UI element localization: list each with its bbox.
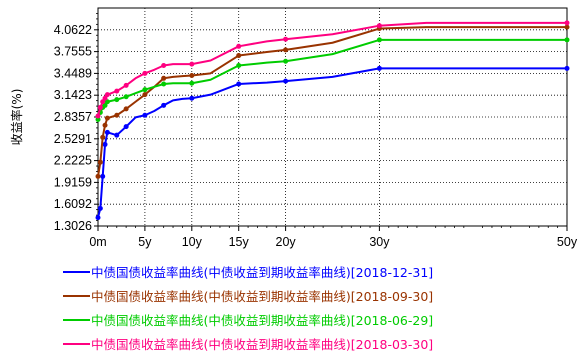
data-point bbox=[97, 205, 103, 211]
data-point bbox=[114, 97, 120, 103]
data-point bbox=[102, 122, 108, 128]
x-tick-label: 15y bbox=[229, 235, 250, 249]
data-point bbox=[161, 81, 167, 87]
data-point bbox=[123, 124, 129, 130]
y-axis-title: 收益率(%) bbox=[9, 89, 24, 146]
data-point bbox=[236, 53, 242, 59]
data-point bbox=[114, 132, 120, 138]
data-point bbox=[142, 87, 148, 93]
legend-label: 中债国债收益率曲线(中债收益到期收益率曲线)[2018-12-31] bbox=[91, 265, 433, 280]
data-point bbox=[123, 94, 129, 100]
series-lines bbox=[95, 20, 570, 221]
data-point bbox=[104, 92, 110, 98]
x-tick-label: 0m bbox=[89, 235, 106, 249]
x-tick-label: 10y bbox=[182, 235, 203, 249]
legend-entry: 中债国债收益率曲线(中债收益到期收益率曲线)[2018-12-31] bbox=[63, 265, 433, 280]
y-tick-label: 4.0622 bbox=[54, 23, 92, 37]
y-tick-label: 1.6092 bbox=[54, 197, 92, 211]
data-point bbox=[376, 23, 382, 29]
data-point bbox=[564, 20, 570, 26]
data-point bbox=[564, 24, 570, 30]
data-point bbox=[102, 141, 108, 147]
y-tick-label: 3.4489 bbox=[54, 66, 92, 80]
data-point bbox=[102, 102, 108, 108]
data-point bbox=[100, 134, 106, 140]
data-point bbox=[123, 106, 129, 112]
x-tick-label: 20y bbox=[276, 235, 297, 249]
data-point bbox=[283, 58, 289, 64]
data-point bbox=[376, 65, 382, 71]
data-point bbox=[104, 115, 110, 121]
y-tick-label: 2.8357 bbox=[54, 110, 92, 124]
data-point bbox=[142, 112, 148, 118]
y-tick-label: 3.7555 bbox=[54, 45, 92, 59]
data-point bbox=[189, 95, 195, 101]
data-point bbox=[236, 63, 242, 69]
data-point bbox=[95, 117, 101, 123]
legend-entry: 中债国债收益率曲线(中债收益到期收益率曲线)[2018-06-29] bbox=[63, 313, 433, 328]
legend-label: 中债国债收益率曲线(中债收益到期收益率曲线)[2018-03-30] bbox=[91, 337, 433, 352]
series-3 bbox=[95, 20, 570, 119]
data-point bbox=[114, 88, 120, 94]
data-point bbox=[142, 92, 148, 98]
data-point bbox=[102, 95, 108, 101]
data-point bbox=[104, 129, 110, 135]
data-point bbox=[95, 173, 101, 179]
legend: 中债国债收益率曲线(中债收益到期收益率曲线)[2018-12-31] 中债国债收益… bbox=[63, 265, 433, 352]
data-point bbox=[161, 102, 167, 108]
data-point bbox=[236, 81, 242, 87]
y-tick-label: 2.5291 bbox=[54, 132, 92, 146]
x-tick-label: 50y bbox=[557, 235, 578, 249]
axes: 1.3026 1.6092 1.9159 2.2225 2.5291 2.8357 3.14… bbox=[54, 13, 578, 249]
data-point bbox=[95, 113, 101, 119]
data-point bbox=[189, 72, 195, 78]
data-point bbox=[283, 47, 289, 53]
data-point bbox=[104, 99, 110, 105]
data-point bbox=[236, 43, 242, 49]
data-point bbox=[123, 82, 129, 88]
data-point bbox=[97, 159, 103, 165]
legend-entry: 中债国债收益率曲线(中债收益到期收益率曲线)[2018-09-30] bbox=[63, 289, 433, 304]
data-point bbox=[189, 80, 195, 86]
data-point bbox=[161, 75, 167, 81]
series-0 bbox=[95, 65, 570, 221]
data-point bbox=[283, 78, 289, 84]
y-tick-label: 1.9159 bbox=[54, 175, 92, 189]
legend-entry: 中债国债收益率曲线(中债收益到期收益率曲线)[2018-03-30] bbox=[63, 337, 433, 352]
y-tick-label: 2.2225 bbox=[54, 154, 92, 168]
data-point bbox=[100, 173, 106, 179]
x-tick-label: 5y bbox=[138, 235, 152, 249]
data-point bbox=[564, 65, 570, 71]
y-tick-label: 3.1423 bbox=[54, 88, 92, 102]
legend-label: 中债国债收益率曲线(中债收益到期收益率曲线)[2018-09-30] bbox=[91, 289, 433, 304]
data-point bbox=[95, 215, 101, 221]
data-point bbox=[114, 112, 120, 118]
x-tick-label: 30y bbox=[369, 235, 390, 249]
grid bbox=[97, 7, 568, 227]
data-point bbox=[100, 99, 106, 105]
data-point bbox=[376, 37, 382, 43]
data-point bbox=[142, 70, 148, 76]
data-point bbox=[97, 104, 103, 110]
data-point bbox=[283, 36, 289, 42]
data-point bbox=[161, 63, 167, 69]
series-1 bbox=[95, 24, 570, 179]
data-point bbox=[189, 61, 195, 67]
y-tick-label: 1.3026 bbox=[54, 219, 92, 233]
data-point bbox=[564, 37, 570, 43]
legend-label: 中债国债收益率曲线(中债收益到期收益率曲线)[2018-06-29] bbox=[91, 313, 433, 328]
